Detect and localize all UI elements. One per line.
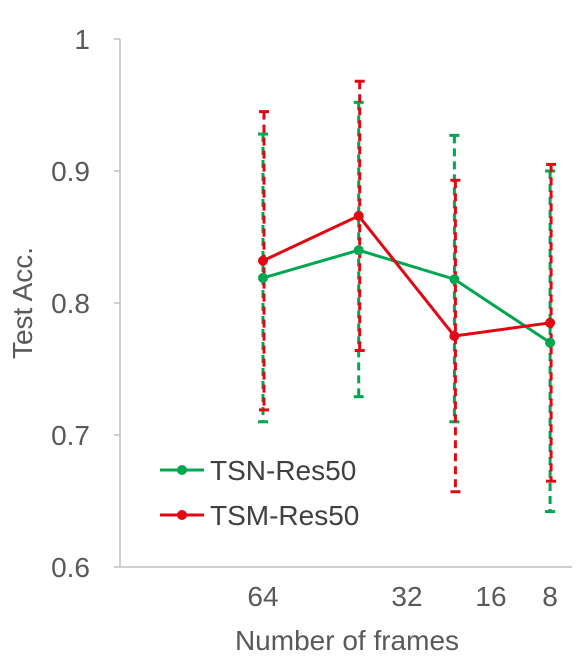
legend-label: TSM-Res50: [210, 500, 359, 531]
data-point: [258, 272, 268, 283]
x-tick-label: 64: [247, 581, 278, 612]
y-tick-label: 0.9: [51, 156, 90, 187]
y-tick-label: 0.8: [51, 288, 90, 319]
data-point: [449, 274, 460, 285]
legend-label: TSN-Res50: [210, 455, 356, 486]
data-point: [353, 210, 364, 221]
series: [258, 210, 556, 348]
legend-marker: [177, 465, 187, 475]
y-ticks: 0.6 0.7 0.8 0.9 1: [51, 24, 120, 583]
legend: TSN-Res50 TSM-Res50: [160, 455, 359, 531]
series-line: [262, 214, 551, 338]
x-ticks: 64 32 16 8: [247, 581, 557, 612]
error-bars: [258, 79, 557, 514]
data-point: [545, 337, 556, 348]
x-axis-title: Number of frames: [235, 625, 459, 656]
data-point: [258, 255, 268, 266]
x-tick-label: 16: [475, 581, 506, 612]
axes: [119, 39, 572, 568]
y-tick-label: 0.6: [51, 552, 90, 583]
x-tick-label: 8: [542, 581, 558, 612]
data-point: [449, 331, 460, 341]
y-axis-title: Test Acc.: [7, 247, 38, 359]
series-line: [262, 248, 551, 344]
data-point: [353, 245, 364, 256]
x-tick-label: 32: [391, 581, 422, 612]
y-tick-label: 1: [74, 24, 90, 55]
legend-marker: [177, 510, 187, 520]
data-point: [545, 317, 556, 328]
y-tick-label: 0.7: [51, 420, 90, 451]
